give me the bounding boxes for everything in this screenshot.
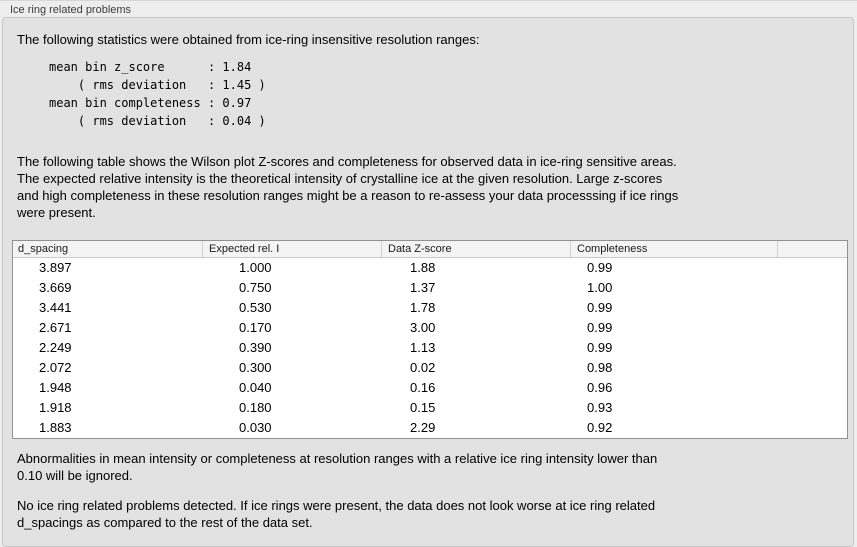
column-header-d-spacing[interactable]: d_spacing [13,241,203,257]
column-header-data-z-score[interactable]: Data Z-score [382,241,571,257]
cell-expected-rel-i: 0.180 [239,400,272,415]
cell-expected-rel-i: 0.750 [239,280,272,295]
ignore-note-line: 0.10 will be ignored. [17,468,133,483]
cell-empty [778,298,847,318]
cell-empty [778,418,847,438]
cell-completeness: 1.00 [587,280,613,295]
cell-d-spacing: 1.918 [39,400,72,415]
cell-expected-rel-i: 0.030 [239,420,272,435]
cell-data-z-score: 2.29 [410,420,436,435]
conclusion-note: No ice ring related problems detected. I… [17,497,655,531]
ignore-note-line: Abnormalities in mean intensity or compl… [17,451,658,466]
cell-d-spacing: 2.072 [39,360,72,375]
cell-expected-rel-i: 1.000 [239,260,272,275]
description-line: were present. [17,205,96,220]
table-row[interactable]: 1.948 0.040 0.16 0.96 [13,378,847,398]
table-header-row: d_spacing Expected rel. I Data Z-score C… [13,241,847,258]
ignore-note: Abnormalities in mean intensity or compl… [17,450,657,484]
table-row[interactable]: 3.669 0.750 1.37 1.00 [13,278,847,298]
table-row[interactable]: 1.883 0.030 2.29 0.92 [13,418,847,438]
cell-expected-rel-i: 0.390 [239,340,272,355]
conclusion-note-line: No ice ring related problems detected. I… [17,498,656,513]
cell-empty [778,258,847,278]
cell-data-z-score: 0.15 [410,400,436,415]
table-row[interactable]: 3.897 1.000 1.88 0.99 [13,258,847,278]
column-header-completeness[interactable]: Completeness [571,241,778,257]
stats-block: mean bin z_score : 1.84 ( rms deviation … [49,60,266,128]
cell-d-spacing: 3.669 [39,280,72,295]
cell-expected-rel-i: 0.170 [239,320,272,335]
cell-data-z-score: 1.78 [410,300,436,315]
cell-empty [778,278,847,298]
column-header-expected-rel-i[interactable]: Expected rel. I [203,241,382,257]
table-row[interactable]: 2.249 0.390 1.13 0.99 [13,338,847,358]
cell-d-spacing: 2.671 [39,320,72,335]
panel-title: Ice ring related problems [10,4,132,16]
cell-empty [778,318,847,338]
description-line: The following table shows the Wilson plo… [17,154,677,169]
stats-intro-text: The following statistics were obtained f… [17,32,480,47]
cell-completeness: 0.96 [587,380,613,395]
cell-completeness: 0.99 [587,340,613,355]
cell-data-z-score: 0.02 [410,360,436,375]
cell-expected-rel-i: 0.040 [239,380,272,395]
ice-ring-groupbox: The following statistics were obtained f… [2,17,854,547]
table-row[interactable]: 2.671 0.170 3.00 0.99 [13,318,847,338]
description-line: The expected relative intensity is the t… [17,171,663,186]
cell-completeness: 0.99 [587,300,613,315]
cell-empty [778,378,847,398]
cell-completeness: 0.93 [587,400,613,415]
cell-empty [778,358,847,378]
cell-data-z-score: 1.37 [410,280,436,295]
cell-d-spacing: 2.249 [39,340,72,355]
cell-d-spacing: 3.897 [39,260,72,275]
cell-d-spacing: 1.883 [39,420,72,435]
cell-completeness: 0.99 [587,260,613,275]
column-header-empty [778,241,847,257]
cell-empty [778,338,847,358]
description-line: and high completeness in these resolutio… [17,188,679,203]
table-row[interactable]: 1.918 0.180 0.15 0.93 [13,398,847,418]
cell-data-z-score: 3.00 [410,320,436,335]
cell-expected-rel-i: 0.300 [239,360,272,375]
cell-data-z-score: 0.16 [410,380,436,395]
cell-completeness: 0.92 [587,420,613,435]
cell-completeness: 0.99 [587,320,613,335]
table-row[interactable]: 2.072 0.300 0.02 0.98 [13,358,847,378]
cell-data-z-score: 1.88 [410,260,436,275]
table-description: The following table shows the Wilson plo… [17,153,678,221]
table-row[interactable]: 3.441 0.530 1.78 0.99 [13,298,847,318]
cell-data-z-score: 1.13 [410,340,436,355]
cell-empty [778,398,847,418]
cell-d-spacing: 3.441 [39,300,72,315]
cell-d-spacing: 1.948 [39,380,72,395]
conclusion-note-line: d_spacings as compared to the rest of th… [17,515,313,530]
ice-ring-table[interactable]: d_spacing Expected rel. I Data Z-score C… [12,240,848,439]
cell-expected-rel-i: 0.530 [239,300,272,315]
cell-completeness: 0.98 [587,360,613,375]
